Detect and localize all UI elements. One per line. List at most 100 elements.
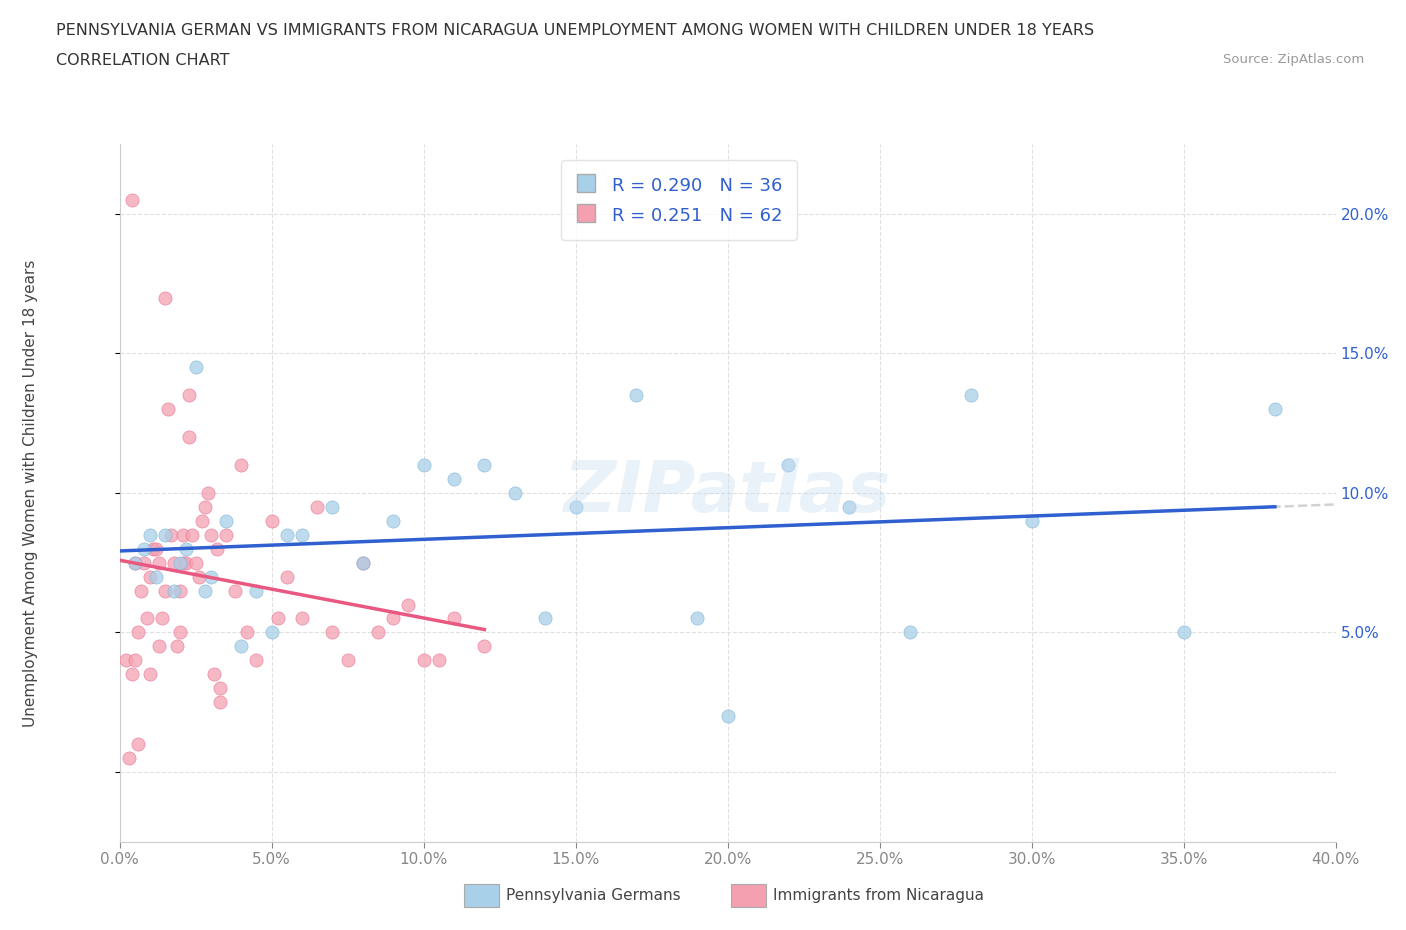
Point [202, 667, 225, 682]
Point [129, 583, 152, 598]
Point [231, 639, 253, 654]
Point [443, 472, 465, 486]
Text: CORRELATION CHART: CORRELATION CHART [56, 53, 229, 68]
Point [898, 625, 921, 640]
Point [427, 653, 450, 668]
Point [412, 653, 434, 668]
Point [150, 611, 173, 626]
Point [307, 499, 329, 514]
Point [153, 583, 176, 598]
Text: Source: ZipAtlas.com: Source: ZipAtlas.com [1223, 53, 1364, 66]
Point [472, 458, 496, 472]
Point [176, 555, 198, 570]
Point [190, 513, 212, 528]
Point [321, 625, 343, 640]
Point [1021, 513, 1043, 528]
Point [717, 709, 740, 724]
Point [215, 527, 238, 542]
Point [686, 611, 709, 626]
Point [336, 653, 359, 668]
Point [142, 541, 165, 556]
Point [197, 485, 219, 500]
Point [208, 681, 231, 696]
Point [160, 527, 183, 542]
Point [236, 625, 259, 640]
Point [208, 695, 231, 710]
Point [179, 430, 201, 445]
Text: Unemployment Among Women with Children Under 18 years: Unemployment Among Women with Children U… [24, 259, 38, 726]
Point [443, 611, 465, 626]
Point [626, 388, 648, 403]
Point [215, 513, 238, 528]
Point [291, 611, 314, 626]
Point [184, 555, 207, 570]
Point [114, 653, 136, 668]
Point [321, 499, 343, 514]
Point [187, 569, 209, 584]
Point [172, 555, 194, 570]
Point [163, 583, 186, 598]
Point [352, 555, 374, 570]
Point [382, 611, 405, 626]
Point [121, 193, 143, 207]
Point [145, 569, 167, 584]
Point [132, 541, 155, 556]
Point [276, 569, 298, 584]
Point [276, 527, 298, 542]
Point [382, 513, 405, 528]
Point [169, 583, 191, 598]
Point [412, 458, 434, 472]
Point [169, 625, 191, 640]
Point [838, 499, 860, 514]
Point [564, 499, 586, 514]
Point [534, 611, 557, 626]
Point [163, 555, 186, 570]
Text: Immigrants from Nicaragua: Immigrants from Nicaragua [773, 888, 984, 903]
Point [135, 611, 157, 626]
Point [169, 555, 191, 570]
Point [121, 667, 143, 682]
Point [139, 527, 162, 542]
Point [157, 402, 180, 417]
Text: PENNSYLVANIA GERMAN VS IMMIGRANTS FROM NICARAGUA UNEMPLOYMENT AMONG WOMEN WITH C: PENNSYLVANIA GERMAN VS IMMIGRANTS FROM N… [56, 23, 1094, 38]
Point [127, 737, 149, 751]
Text: ZIPatlas: ZIPatlas [564, 458, 891, 527]
Point [260, 513, 283, 528]
Point [145, 541, 167, 556]
Point [172, 527, 194, 542]
Point [472, 639, 496, 654]
Point [194, 499, 217, 514]
Point [352, 555, 374, 570]
Point [166, 639, 188, 654]
Point [132, 555, 155, 570]
Point [224, 583, 246, 598]
Point [181, 527, 204, 542]
Point [245, 653, 267, 668]
Point [124, 653, 146, 668]
Point [245, 583, 267, 598]
Point [1173, 625, 1195, 640]
Point [117, 751, 139, 765]
Point [396, 597, 419, 612]
Point [124, 555, 146, 570]
Point [194, 583, 217, 598]
Point [153, 527, 176, 542]
Point [200, 569, 222, 584]
Point [200, 527, 222, 542]
Point [139, 667, 162, 682]
Point [153, 290, 176, 305]
Point [205, 541, 228, 556]
Point [266, 611, 288, 626]
Point [176, 541, 198, 556]
Point [139, 569, 162, 584]
Legend: R = 0.290   N = 36, R = 0.251   N = 62: R = 0.290 N = 36, R = 0.251 N = 62 [561, 160, 797, 240]
Point [124, 555, 146, 570]
Point [291, 527, 314, 542]
Point [367, 625, 389, 640]
Point [503, 485, 526, 500]
Text: Pennsylvania Germans: Pennsylvania Germans [506, 888, 681, 903]
Point [148, 555, 170, 570]
Point [231, 458, 253, 472]
Point [260, 625, 283, 640]
Point [184, 360, 207, 375]
